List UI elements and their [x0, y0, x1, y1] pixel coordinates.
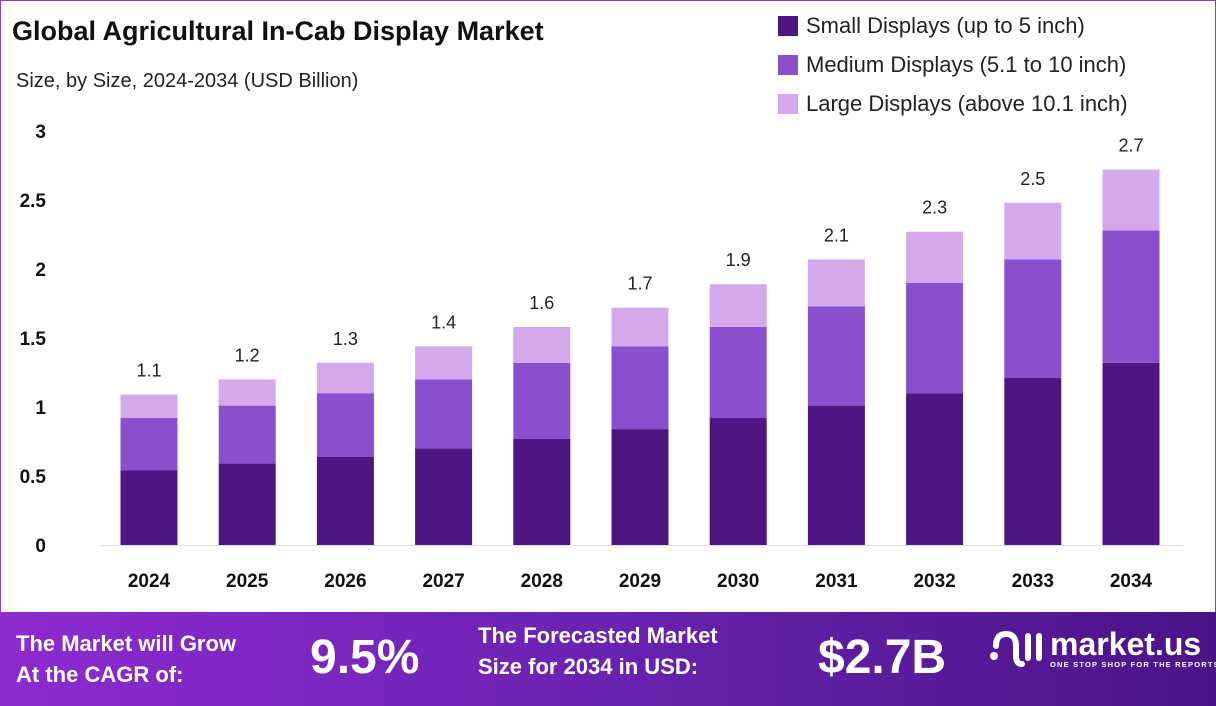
bar-segment-small — [316, 456, 374, 545]
y-tick-label: 2 — [35, 260, 46, 281]
bar-segment-large — [611, 307, 669, 347]
bar-segment-medium — [513, 362, 571, 439]
bar-segment-large — [807, 259, 865, 307]
legend-item-large: Large Displays (above 10.1 inch) — [778, 84, 1128, 123]
logo-icon — [990, 630, 1042, 667]
total-label: 1.7 — [627, 274, 652, 294]
bar-segment-large — [218, 379, 276, 406]
x-tick-label: 2034 — [1110, 571, 1153, 592]
bar-segment-small — [709, 418, 767, 545]
y-tick-label: 1 — [35, 398, 46, 419]
x-tick-label: 2027 — [422, 571, 464, 592]
legend-swatch — [778, 54, 798, 75]
forecast-label-line: Size for 2034 in USD: — [478, 654, 699, 679]
bar-segment-small — [906, 393, 964, 545]
bar-segment-small — [120, 470, 178, 545]
bar-segment-medium — [709, 326, 767, 419]
bar-segment-medium — [316, 393, 374, 457]
bar-segment-large — [906, 231, 964, 283]
cagr-label: The Market will Grow At the CAGR of: — [16, 628, 236, 690]
bar-segment-small — [807, 405, 865, 545]
bar-segment-large — [1102, 169, 1160, 231]
bar-segment-small — [1102, 362, 1160, 545]
legend-swatch — [778, 15, 798, 36]
bar-segment-large — [709, 284, 767, 327]
forecast-value: $2.7B — [818, 631, 947, 684]
total-label: 1.6 — [529, 293, 554, 313]
total-label: 1.1 — [136, 361, 161, 381]
market-us-logo: market.us ONE STOP SHOP FOR THE REPORTS — [988, 626, 1216, 670]
forecast-label: The Forecasted Market Size for 2034 in U… — [478, 620, 718, 682]
cagr-label-line: The Market will Grow — [16, 631, 237, 656]
x-tick-label: 2029 — [619, 571, 661, 592]
total-label: 1.3 — [333, 329, 358, 349]
bar-segment-large — [513, 326, 571, 363]
total-label: 2.7 — [1118, 136, 1143, 156]
cagr-value: 9.5% — [310, 631, 420, 684]
bar-segment-large — [1004, 202, 1062, 260]
y-tick-label: 0.5 — [20, 467, 47, 488]
bar-segment-small — [415, 448, 473, 545]
total-label: 1.2 — [235, 345, 260, 365]
x-tick-label: 2032 — [913, 571, 955, 592]
total-label: 2.3 — [922, 198, 947, 218]
legend-label: Large Displays (above 10.1 inch) — [806, 90, 1128, 116]
bar-segment-large — [316, 362, 374, 394]
bar-segment-small — [218, 463, 276, 545]
legend-label: Small Displays (up to 5 inch) — [806, 12, 1085, 38]
bar-segment-small — [513, 438, 571, 545]
bar-segment-medium — [415, 379, 473, 449]
legend-label: Medium Displays (5.1 to 10 inch) — [806, 51, 1127, 77]
bar-segment-medium — [120, 418, 178, 471]
x-tick-label: 2026 — [324, 571, 366, 592]
bar-segment-small — [611, 429, 669, 545]
logo-tagline: ONE STOP SHOP FOR THE REPORTS — [1050, 659, 1216, 669]
x-tick-label: 2033 — [1012, 571, 1054, 592]
cagr-label-line: At the CAGR of: — [16, 662, 184, 687]
logo-name: market.us — [1050, 625, 1202, 662]
footer-banner: The Market will Grow At the CAGR of: 9.5… — [0, 612, 1216, 706]
x-tick-label: 2028 — [521, 571, 563, 592]
y-tick-label: 3 — [35, 122, 46, 143]
bar-segment-medium — [1004, 259, 1062, 379]
legend: Small Displays (up to 5 inch) Medium Dis… — [778, 6, 1128, 123]
legend-swatch — [778, 93, 798, 114]
bar-segment-medium — [218, 405, 276, 464]
total-label: 2.5 — [1020, 169, 1045, 189]
y-tick-label: 1.5 — [20, 329, 47, 350]
legend-item-small: Small Displays (up to 5 inch) — [778, 6, 1128, 45]
total-label: 1.4 — [431, 312, 456, 332]
x-tick-label: 2030 — [717, 571, 759, 592]
chart-subtitle: Size, by Size, 2024-2034 (USD Billion) — [16, 70, 359, 92]
total-label: 2.1 — [824, 225, 849, 245]
bar-segment-small — [1004, 378, 1062, 545]
legend-item-medium: Medium Displays (5.1 to 10 inch) — [778, 45, 1128, 84]
bar-segment-medium — [611, 346, 669, 430]
x-tick-label: 2025 — [226, 571, 269, 592]
total-label: 1.9 — [726, 250, 751, 270]
x-tick-label: 2031 — [815, 571, 858, 592]
chart-title: Global Agricultural In-Cab Display Marke… — [12, 16, 544, 46]
bar-segment-medium — [906, 282, 964, 394]
y-tick-label: 0 — [35, 536, 46, 557]
bar-segment-large — [120, 394, 178, 419]
bar-segment-medium — [1102, 230, 1160, 363]
x-tick-label: 2024 — [128, 571, 171, 592]
stacked-bar-chart: 0 0.5 1 1.5 2 2.5 3 1.1 2024 1.2 2025 1.3 2026 1.4 202… — [20, 122, 1182, 592]
y-tick-label: 2.5 — [20, 191, 47, 212]
forecast-label-line: The Forecasted Market — [478, 623, 718, 648]
bar-segment-large — [415, 346, 473, 380]
bar-segment-medium — [807, 306, 865, 406]
